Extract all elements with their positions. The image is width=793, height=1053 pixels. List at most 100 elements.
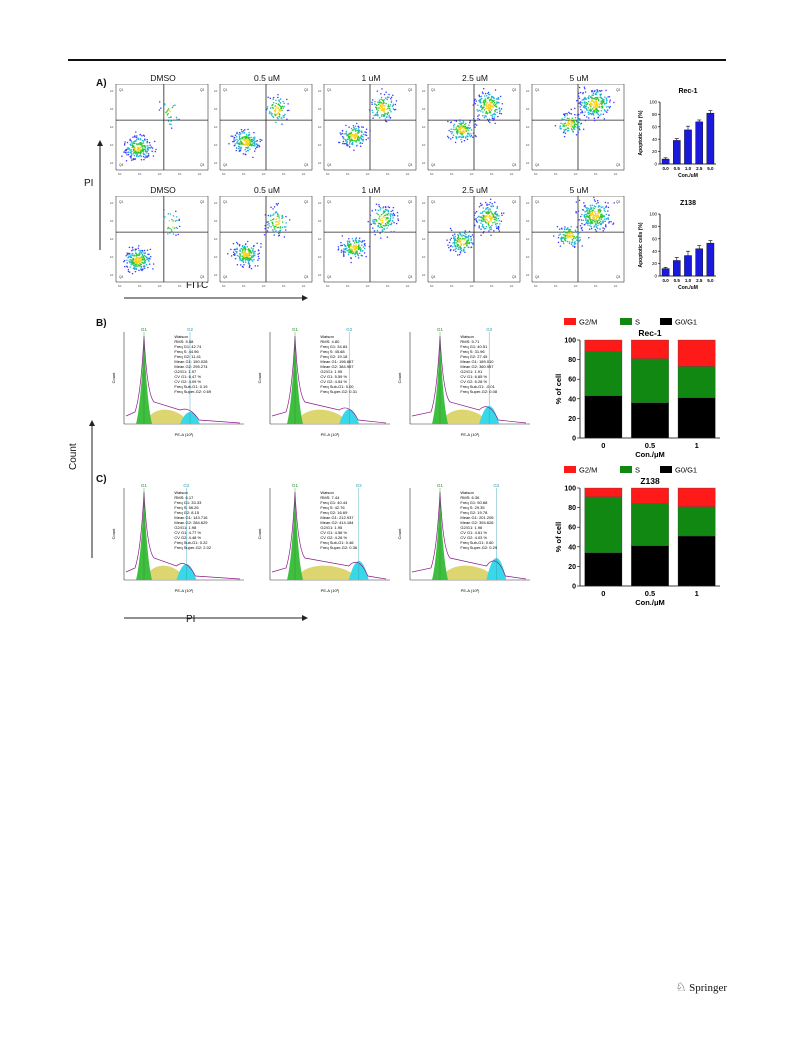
dot <box>483 230 485 233</box>
y-axis-label: Count <box>112 528 116 540</box>
dot <box>384 205 387 208</box>
dot <box>605 89 607 92</box>
stats-line: RMS: 6.36 <box>460 495 480 500</box>
dot <box>588 216 590 219</box>
dot <box>571 232 573 234</box>
dot <box>354 255 357 258</box>
dot <box>484 216 486 219</box>
dot <box>240 259 243 262</box>
dot <box>386 214 389 216</box>
dot <box>166 114 169 116</box>
dot <box>126 141 129 144</box>
dot <box>272 101 275 104</box>
dot <box>144 150 147 152</box>
dot <box>605 98 608 100</box>
dot <box>594 214 597 217</box>
dot <box>232 251 235 254</box>
quadrant-label: Q4 <box>223 163 227 167</box>
dot <box>348 132 351 135</box>
stats-line: Mean G1: 143.716 <box>174 515 208 520</box>
dot <box>353 248 356 251</box>
stacked-bar-segment <box>677 339 716 367</box>
dot <box>243 144 246 146</box>
dot <box>361 126 363 128</box>
dot <box>345 132 347 134</box>
stats-line: Freq G2: 8.15 <box>174 510 199 515</box>
dot <box>249 140 251 142</box>
dot <box>242 143 244 146</box>
stats-line: Freq Super-G2: 0.36 <box>320 545 357 550</box>
dot <box>279 110 282 112</box>
dot <box>375 203 378 206</box>
dot <box>348 243 350 245</box>
dot <box>603 214 605 217</box>
dot <box>247 136 249 139</box>
stacked-bar-segment <box>677 535 716 587</box>
dot <box>592 213 594 216</box>
dot <box>451 132 453 135</box>
dot <box>450 244 452 247</box>
dot <box>488 225 490 227</box>
x-tick: 10 <box>594 284 598 288</box>
dot <box>353 139 355 142</box>
dot <box>583 214 586 217</box>
dot <box>277 221 280 224</box>
dot <box>496 214 498 217</box>
dot <box>130 159 133 161</box>
dot <box>135 267 137 269</box>
dot <box>347 253 350 256</box>
dot <box>131 260 133 262</box>
dot <box>449 239 452 241</box>
dot <box>581 229 584 231</box>
dot <box>380 237 382 239</box>
dot <box>279 226 282 228</box>
dot <box>579 103 581 105</box>
x-tick: 10 <box>262 172 266 176</box>
dot <box>574 242 577 245</box>
dot <box>493 113 495 115</box>
dot <box>247 139 250 142</box>
dot <box>239 132 242 135</box>
dot <box>382 99 384 102</box>
dot <box>252 137 255 139</box>
dot <box>142 255 144 257</box>
dot <box>284 113 286 116</box>
dot <box>388 220 391 223</box>
dot <box>276 220 279 223</box>
dot <box>600 97 603 100</box>
dot <box>452 124 455 127</box>
dot <box>595 98 598 100</box>
dot <box>590 105 592 107</box>
x-tick: 10 <box>554 172 558 176</box>
quadrant-label: Q4 <box>327 275 331 279</box>
chart-title: Z138 <box>680 200 696 207</box>
dot <box>480 228 482 230</box>
x-tick-label: 0 <box>601 589 605 598</box>
x-tick-label: 0.5 <box>674 278 681 283</box>
dot <box>357 241 359 244</box>
dot <box>244 257 246 259</box>
dot <box>144 255 147 258</box>
dot <box>580 108 582 111</box>
quadrant-label: Q4 <box>431 275 435 279</box>
y-tick-label: 80 <box>568 357 576 364</box>
dot <box>268 222 270 225</box>
dot <box>383 225 386 227</box>
dot <box>274 111 277 113</box>
dot <box>272 214 274 216</box>
dot <box>500 108 503 110</box>
dot <box>389 223 391 226</box>
dot <box>570 113 573 115</box>
dot <box>479 105 482 108</box>
dot <box>592 110 594 113</box>
dot <box>456 243 459 246</box>
dot <box>278 219 281 221</box>
dot <box>586 222 589 225</box>
dot <box>467 129 470 131</box>
dot <box>588 95 590 97</box>
dot <box>559 127 562 130</box>
dot <box>459 234 461 236</box>
flow-plot-title: DMSO <box>150 185 176 195</box>
